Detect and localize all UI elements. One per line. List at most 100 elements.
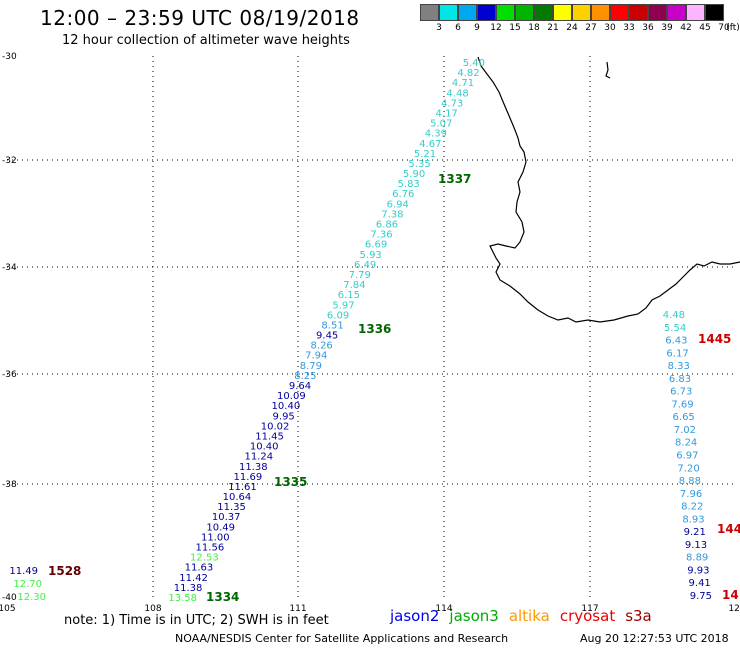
lon-tick-label: 105 xyxy=(0,604,16,614)
wave-height-label: 9.41 xyxy=(689,578,711,589)
wave-height-label: 7.69 xyxy=(671,399,693,410)
wave-height-label: 4.67 xyxy=(419,139,441,150)
wave-height-label: 12.30 xyxy=(17,592,46,603)
wave-height-label: 6.17 xyxy=(666,348,688,359)
wave-height-label: 9.93 xyxy=(687,566,709,577)
legend-swatch xyxy=(591,4,610,21)
lat-tick-label: -40 xyxy=(2,593,17,603)
wave-height-label: 9.64 xyxy=(289,381,311,392)
wave-height-label: 4.71 xyxy=(452,78,474,89)
pass-number-label: 1337 xyxy=(438,172,471,186)
chart-title: 12:00 – 23:59 UTC 08/19/2018 xyxy=(40,6,360,30)
wave-height-label: 8.89 xyxy=(686,553,708,564)
wave-height-label: 7.84 xyxy=(343,280,365,291)
legend-swatch xyxy=(648,4,667,21)
lon-tick-label: 111 xyxy=(289,604,306,614)
wave-height-label: 8.25 xyxy=(294,371,316,382)
wave-height-label: 9.75 xyxy=(690,591,712,602)
satellite-jason2: jason2 xyxy=(390,607,440,625)
wave-height-label: 7.20 xyxy=(677,463,699,474)
legend-unit: (ft) xyxy=(726,23,740,33)
wave-height-label: 10.49 xyxy=(206,522,235,533)
wave-height-label: 10.64 xyxy=(223,492,252,503)
wave-height-label: 6.15 xyxy=(338,290,360,301)
coastline-inlet xyxy=(605,61,611,79)
legend-label: 45 xyxy=(699,23,711,33)
wave-height-label: 7.79 xyxy=(349,270,371,281)
pass-number-label: 144 xyxy=(717,522,740,536)
legend-label: 27 xyxy=(585,23,597,33)
wave-height-label: 9.21 xyxy=(684,527,706,538)
legend-swatch xyxy=(629,4,648,21)
wave-height-label: 5.21 xyxy=(414,149,436,160)
pass-number-label: 1335 xyxy=(274,475,307,489)
legend-swatch xyxy=(420,4,439,21)
legend-label: 33 xyxy=(623,23,635,33)
wave-height-label: 7.96 xyxy=(680,489,702,500)
legend-swatch xyxy=(667,4,686,21)
legend-swatch xyxy=(553,4,572,21)
wave-height-label: 11.35 xyxy=(217,502,246,513)
legend-swatch xyxy=(496,4,515,21)
wave-height-label: 11.38 xyxy=(174,583,203,594)
legend-label: 70 xyxy=(718,23,730,33)
wave-height-label: 5.07 xyxy=(430,119,452,130)
legend-swatch xyxy=(534,4,553,21)
wave-height-label: 10.40 xyxy=(272,401,301,412)
australia-coastline xyxy=(477,56,740,323)
wave-height-label: 11.24 xyxy=(244,452,273,463)
wave-height-label: 11.45 xyxy=(255,432,284,443)
wave-height-label: 13.58 xyxy=(168,593,197,604)
wave-height-label: 10.02 xyxy=(261,421,290,432)
legend-swatch xyxy=(686,4,705,21)
satellite-cryosat: cryosat xyxy=(559,607,616,625)
timestamp: Aug 20 12:27:53 UTC 2018 xyxy=(580,632,729,645)
wave-height-label: 4.17 xyxy=(436,109,458,120)
legend-label: 3 xyxy=(436,23,442,33)
wave-height-label: 6.73 xyxy=(670,387,692,398)
wave-height-label: 4.82 xyxy=(457,68,479,79)
wave-height-label: 6.94 xyxy=(387,199,409,210)
pass-number-label: 1336 xyxy=(358,322,391,336)
lat-tick-label: -38 xyxy=(2,480,17,490)
wave-height-label: 11.56 xyxy=(196,543,225,554)
legend-swatch xyxy=(572,4,591,21)
lon-tick-label: 120 xyxy=(728,604,740,614)
wave-height-label: 7.38 xyxy=(381,209,403,220)
footer-note: note: 1) Time is in UTC; 2) SWH is in fe… xyxy=(64,613,329,628)
legend-label: 6 xyxy=(455,23,461,33)
legend-label: 42 xyxy=(680,23,692,33)
wave-height-label: 6.09 xyxy=(327,310,349,321)
wave-height-label: 11.61 xyxy=(228,482,257,493)
satellite-jason3: jason3 xyxy=(449,607,499,625)
credit-line: NOAA/NESDIS Center for Satellite Applica… xyxy=(175,632,509,645)
wave-height-label: 11.63 xyxy=(185,563,214,574)
lon-tick-label: 114 xyxy=(435,604,452,614)
pass-number-label: 14 xyxy=(722,588,739,602)
wave-height-label: 11.49 xyxy=(9,566,38,577)
legend-swatch xyxy=(477,4,496,21)
legend-label: 12 xyxy=(490,23,502,33)
wave-height-label: 11.38 xyxy=(239,462,268,473)
wave-height-label: 5.40 xyxy=(463,58,485,69)
wave-height-label: 7.36 xyxy=(370,230,392,241)
wave-height-label: 6.76 xyxy=(392,189,414,200)
legend-swatch xyxy=(458,4,477,21)
wave-height-label: 8.26 xyxy=(311,341,333,352)
wave-height-label: 8.33 xyxy=(668,361,690,372)
lat-tick-label: -32 xyxy=(2,156,17,166)
wave-height-label: 5.97 xyxy=(332,300,354,311)
wave-height-label: 4.48 xyxy=(663,310,685,321)
legend-label: 18 xyxy=(528,23,540,33)
pass-number-label: 1528 xyxy=(48,564,81,578)
wave-height-label: 10.37 xyxy=(212,512,241,523)
wave-height-label: 6.65 xyxy=(673,412,695,423)
legend-label: 24 xyxy=(566,23,578,33)
legend-label: 9 xyxy=(474,23,480,33)
wave-height-label: 8.22 xyxy=(681,502,703,513)
wave-height-label: 7.94 xyxy=(305,351,327,362)
wave-height-label: 5.90 xyxy=(403,169,425,180)
wave-height-label: 6.83 xyxy=(669,374,691,385)
